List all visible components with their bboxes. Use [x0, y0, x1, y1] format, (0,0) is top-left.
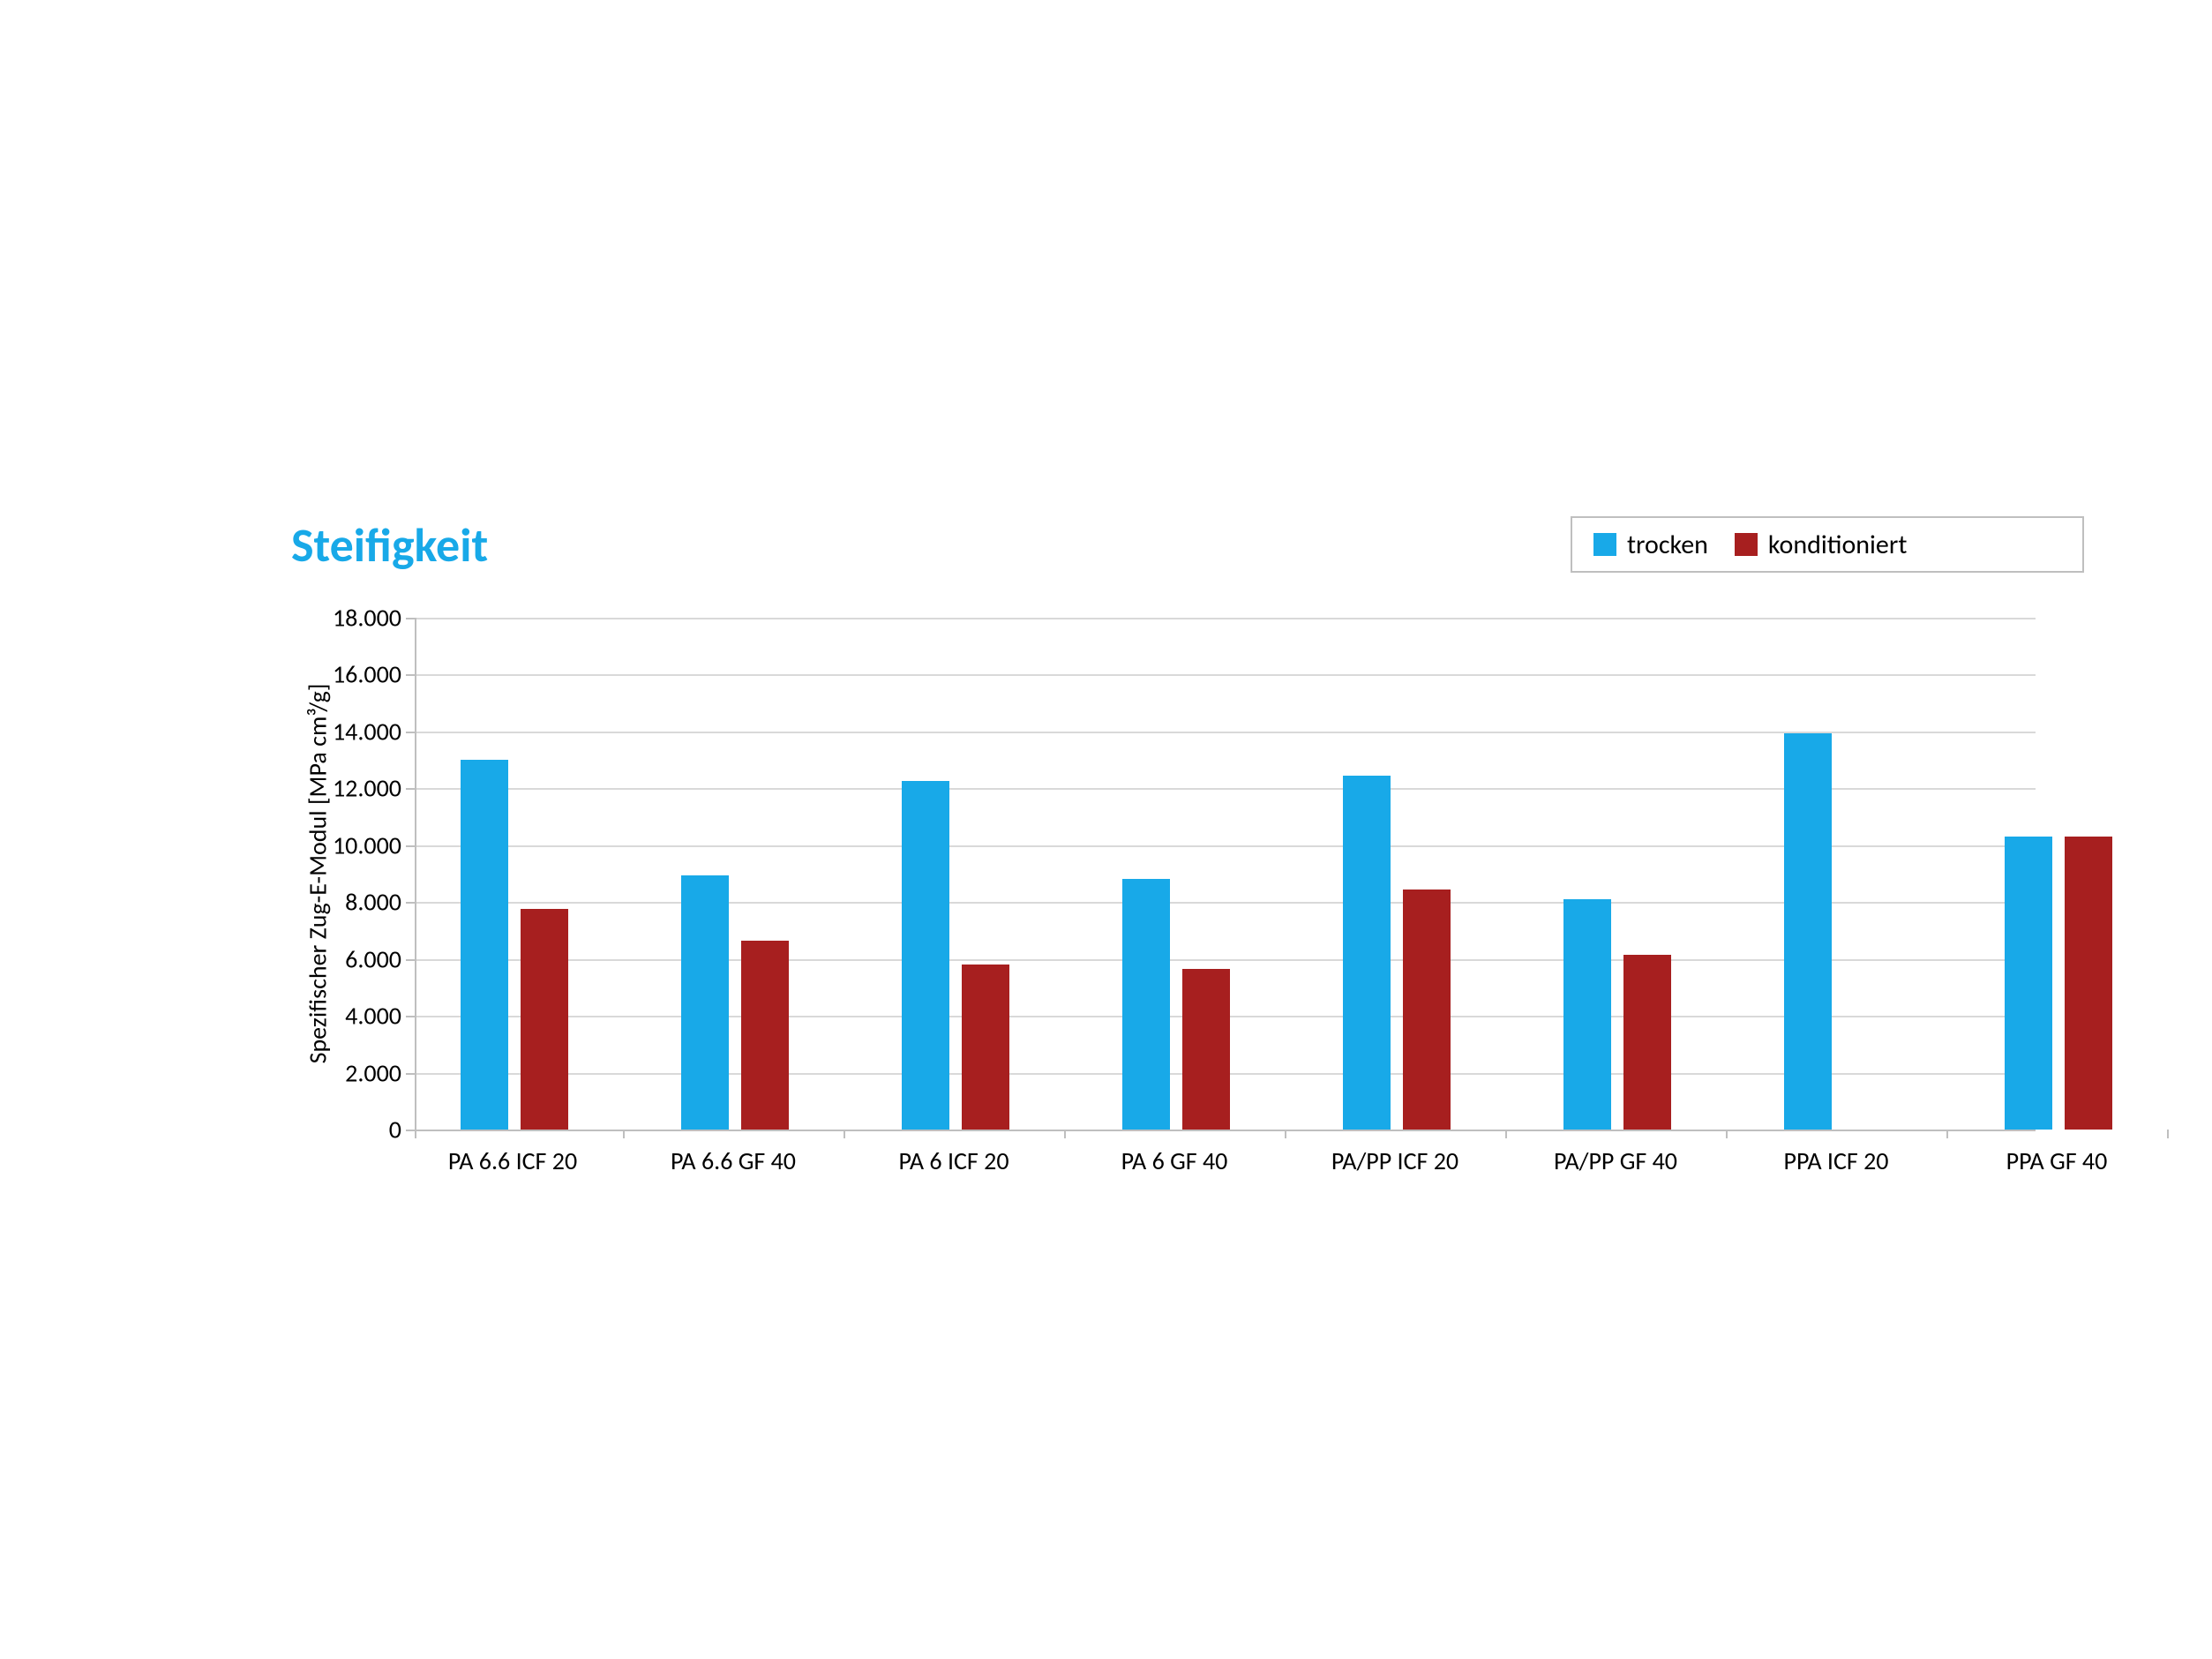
bar	[2005, 837, 2052, 1130]
bar	[1343, 776, 1391, 1130]
xtick-label: PA 6.6 GF 40	[671, 1145, 796, 1176]
bar	[461, 760, 508, 1130]
ytick-label: 12.000	[318, 773, 401, 804]
bar	[681, 875, 729, 1130]
xtick-label: PPA ICF 20	[1784, 1145, 1889, 1176]
xtick-mark	[844, 1130, 845, 1138]
ytick-mark	[406, 1073, 415, 1075]
ytick-mark	[406, 618, 415, 619]
xtick-label: PA 6.6 ICF 20	[448, 1145, 577, 1176]
ytick-label: 14.000	[318, 716, 401, 747]
ytick-mark	[406, 845, 415, 847]
ytick-mark	[406, 902, 415, 904]
bar	[521, 909, 568, 1130]
ytick-label: 6.000	[318, 943, 401, 974]
xtick-mark	[623, 1130, 625, 1138]
ytick-label: 18.000	[318, 603, 401, 634]
bar	[2065, 837, 2112, 1130]
ytick-label: 10.000	[318, 830, 401, 860]
legend-item-konditioniert: konditioniert	[1735, 529, 1907, 561]
ytick-mark	[406, 674, 415, 676]
xtick-label: PPA GF 40	[2006, 1145, 2108, 1176]
ytick-mark	[406, 1016, 415, 1017]
legend-item-trocken: trocken	[1593, 529, 1708, 561]
legend: trocken konditioniert	[1571, 516, 2084, 573]
ytick-label: 0	[318, 1115, 401, 1145]
ytick-mark	[406, 1130, 415, 1131]
bar	[1403, 890, 1451, 1130]
ytick-label: 16.000	[318, 659, 401, 690]
bar	[741, 941, 789, 1130]
bar	[1122, 879, 1170, 1130]
ytick-mark	[406, 788, 415, 790]
xtick-label: PA/PP GF 40	[1554, 1145, 1677, 1176]
bar	[902, 781, 949, 1130]
ytick-mark	[406, 732, 415, 733]
legend-label: trocken	[1627, 529, 1708, 561]
ytick-label: 2.000	[318, 1057, 401, 1088]
xtick-mark	[2167, 1130, 2169, 1138]
gridline	[416, 618, 2036, 619]
legend-swatch-konditioniert	[1735, 533, 1758, 556]
page: Steifigkeit trocken konditioniert Spezif…	[0, 0, 2212, 1659]
bar	[1182, 969, 1230, 1130]
xtick-label: PA 6 GF 40	[1121, 1145, 1228, 1176]
xtick-mark	[1946, 1130, 1948, 1138]
ytick-label: 8.000	[318, 887, 401, 918]
plot-area	[415, 618, 2036, 1131]
legend-swatch-trocken	[1593, 533, 1616, 556]
xtick-mark	[1285, 1130, 1286, 1138]
ytick-label: 4.000	[318, 1001, 401, 1032]
bar	[1784, 733, 1832, 1130]
xtick-label: PA/PP ICF 20	[1331, 1145, 1458, 1176]
xtick-mark	[1726, 1130, 1728, 1138]
xtick-mark	[415, 1130, 416, 1138]
bar	[1623, 955, 1671, 1130]
gridline	[416, 674, 2036, 676]
chart-title: Steifigkeit	[291, 516, 488, 574]
xtick-mark	[1505, 1130, 1507, 1138]
legend-label: konditioniert	[1768, 529, 1907, 561]
bar	[1563, 899, 1611, 1130]
xtick-mark	[1064, 1130, 1066, 1138]
xtick-label: PA 6 ICF 20	[898, 1145, 1009, 1176]
ytick-mark	[406, 959, 415, 961]
bar	[962, 965, 1009, 1130]
